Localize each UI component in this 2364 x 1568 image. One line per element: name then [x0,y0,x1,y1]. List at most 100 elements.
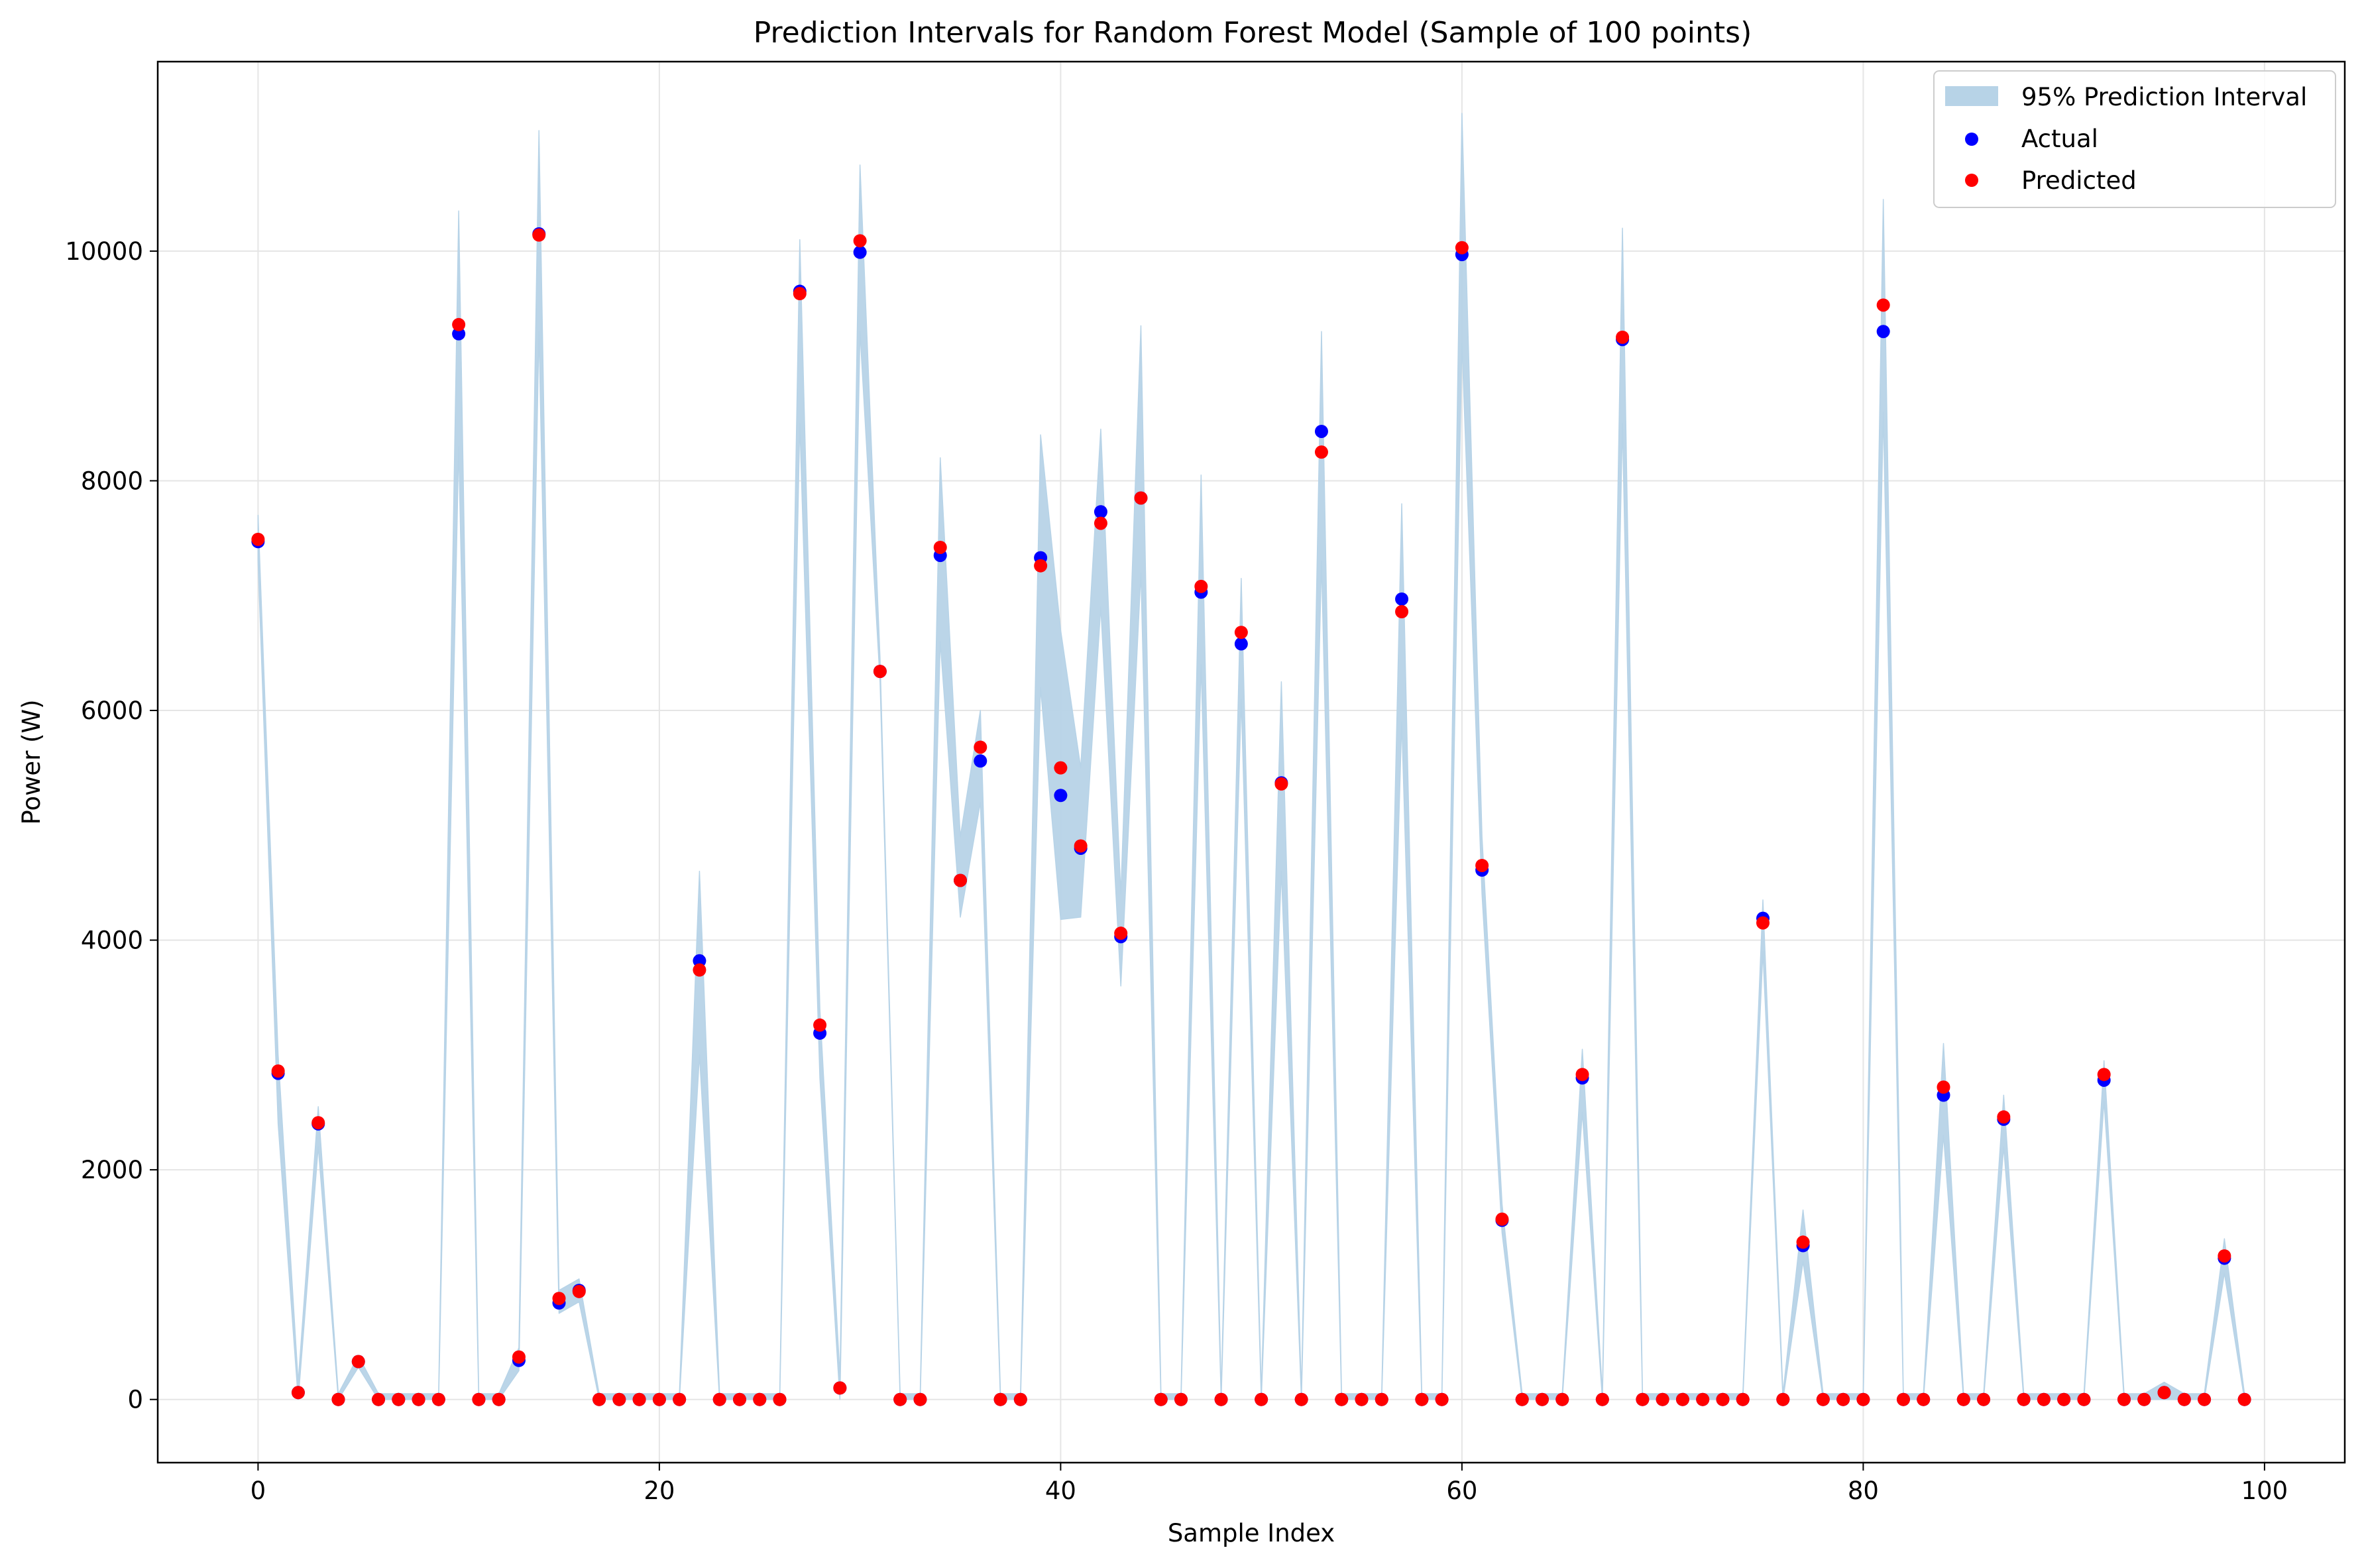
predicted-point [2057,1392,2071,1406]
legend-label-predicted: Predicted [2021,166,2137,195]
predicted-point [2157,1386,2171,1400]
predicted-point [913,1392,927,1406]
predicted-point [1515,1392,1529,1406]
predicted-point [1134,491,1148,505]
y-axis-ticks: 0 2000 4000 6000 8000 10000 [65,237,158,1414]
predicted-point [2097,1068,2111,1082]
predicted-point [2037,1392,2051,1406]
predicted-point [1054,761,1068,775]
predicted-point [552,1292,566,1306]
actual-point [1395,592,1409,606]
predicted-point [1575,1068,1589,1082]
x-tick-label: 60 [1446,1477,1477,1505]
predicted-point [271,1064,285,1078]
predicted-point [1836,1392,1850,1406]
predicted-point [372,1392,386,1406]
x-tick-label: 100 [2241,1477,2288,1505]
actual-point [693,954,706,968]
x-tick-label: 0 [251,1477,266,1505]
predicted-point [833,1381,847,1395]
predicted-point [1194,579,1208,593]
chart-title: Prediction Intervals for Random Forest M… [754,16,1752,50]
predicted-point [813,1018,827,1032]
predicted-point [1375,1392,1388,1406]
prediction-interval-band [257,113,2245,1400]
predicted-point [592,1392,606,1406]
predicted-point [572,1284,586,1298]
predicted-point [853,234,867,248]
predicted-point [1997,1110,2011,1124]
interval-band-area [257,113,2245,1400]
predicted-point [351,1355,365,1369]
predicted-point [452,317,466,331]
x-tick-label: 40 [1045,1477,1076,1505]
predicted-point [1255,1392,1268,1406]
predicted-point [1455,241,1469,254]
predicted-point [2218,1249,2231,1263]
actual-point [974,754,987,768]
x-tick-label: 20 [644,1477,675,1505]
legend: 95% Prediction Interval Actual Predicted [1933,70,2336,208]
predicted-point [873,665,887,679]
predicted-point [2177,1392,2191,1406]
predicted-point [1796,1235,1810,1249]
x-axis-label: Sample Index [1168,1519,1335,1547]
predicted-point [1114,926,1128,940]
predicted-point [893,1392,907,1406]
predicted-point [532,228,546,242]
predicted-point [1294,1392,1308,1406]
predicted-point [612,1392,626,1406]
predicted-point [2017,1392,2031,1406]
predicted-point [431,1392,445,1406]
predicted-point [954,873,968,887]
predicted-point [673,1392,687,1406]
predicted-point [1274,777,1288,791]
actual-point [1094,505,1107,519]
predicted-point [492,1392,506,1406]
predicted-point [2117,1392,2131,1406]
predicted-point [2237,1392,2251,1406]
predicted-point [1435,1392,1449,1406]
legend-box [1933,70,2336,208]
predicted-point [2077,1392,2091,1406]
predicted-point [331,1392,345,1406]
predicted-point [1013,1392,1027,1406]
predicted-point [732,1392,746,1406]
predicted-point [1736,1392,1750,1406]
predicted-point [1335,1392,1349,1406]
predicted-point [1896,1392,1910,1406]
predicted-point [311,1116,325,1130]
legend-label-actual: Actual [2021,125,2098,153]
predicted-point [1917,1392,1931,1406]
predicted-point [1395,605,1409,619]
predicted-point [793,287,807,301]
predicted-point [251,532,265,546]
actual-point [1876,325,1890,339]
predicted-point [1696,1392,1710,1406]
predicted-point [512,1350,526,1364]
predicted-point [472,1392,486,1406]
predicted-point [412,1392,425,1406]
legend-label-interval: 95% Prediction Interval [2021,83,2307,111]
y-tick-label: 8000 [81,467,143,495]
predicted-point [1595,1392,1609,1406]
predicted-point [2137,1392,2151,1406]
predicted-point [1856,1392,1870,1406]
predicted-point [1234,626,1248,640]
predicted-point [291,1386,305,1400]
predicted-point [1937,1080,1950,1094]
legend-swatch-interval [1945,86,1998,106]
predicted-point [712,1392,726,1406]
x-tick-label: 80 [1848,1477,1879,1505]
predicted-point [1555,1392,1569,1406]
predicted-point [753,1392,767,1406]
x-axis-ticks: 0 20 40 60 80 100 [251,1463,2288,1505]
predicted-point [1074,839,1088,853]
y-tick-label: 10000 [65,237,143,266]
legend-swatch-actual [1965,133,1978,146]
y-tick-label: 2000 [81,1156,143,1184]
actual-point [853,245,867,259]
predicted-point [1675,1392,1689,1406]
actual-point [452,327,466,341]
